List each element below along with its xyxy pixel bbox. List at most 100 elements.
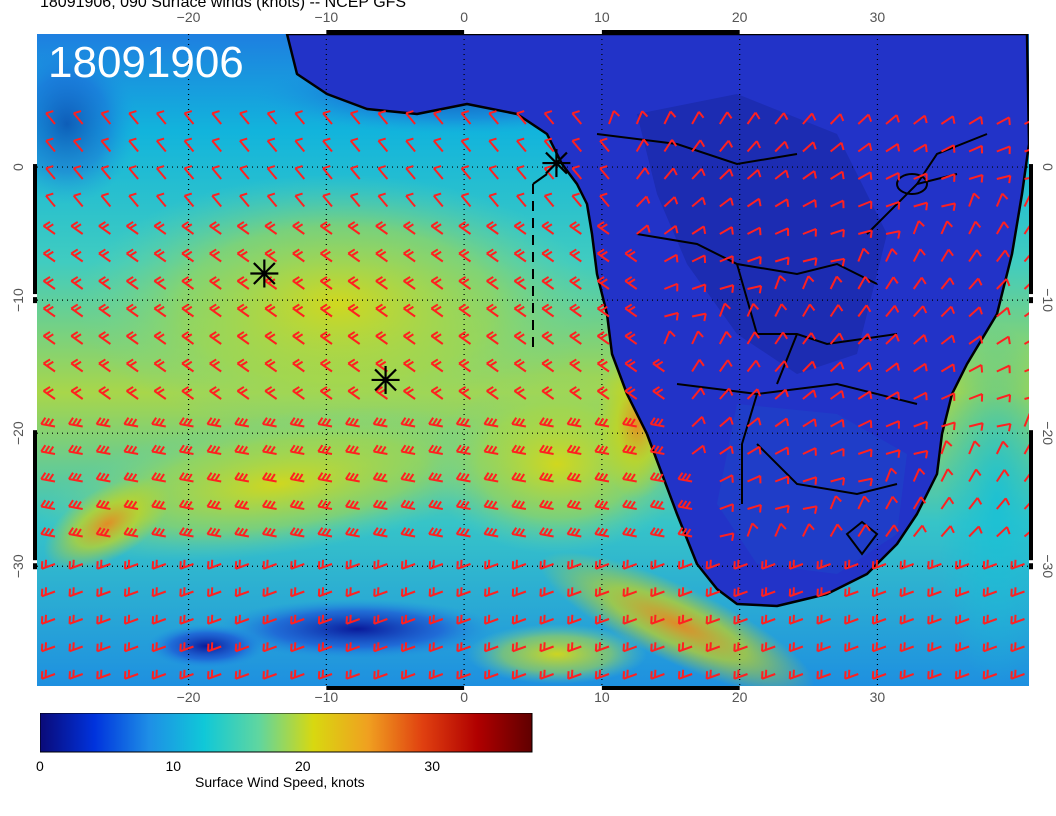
- wind-barb: [123, 499, 139, 510]
- wind-barb: [857, 448, 873, 458]
- wind-barb: [954, 559, 970, 570]
- wind-barb: [45, 192, 56, 208]
- wind-barb: [594, 499, 610, 510]
- wind-barb: [513, 358, 527, 373]
- wind-barb: [349, 110, 361, 125]
- wind-barb: [594, 614, 610, 625]
- wind-barb: [844, 642, 859, 653]
- wind-barb: [373, 669, 388, 680]
- wind-barb: [885, 496, 899, 510]
- wind-barb: [594, 472, 610, 483]
- wind-barb: [940, 525, 955, 538]
- wind-barb: [126, 276, 139, 290]
- wind-barb: [802, 112, 817, 125]
- wind-barb: [1024, 117, 1029, 126]
- wind-barb: [705, 587, 721, 598]
- wind-barb: [954, 614, 970, 625]
- wind-barb: [123, 587, 139, 598]
- wind-barb: [405, 165, 416, 180]
- wind-barb: [1010, 669, 1025, 680]
- wind-barb: [982, 642, 998, 653]
- wind-barb: [433, 137, 444, 153]
- lat-tick-label: −20: [1040, 421, 1056, 445]
- wind-barb: [650, 614, 665, 625]
- wind-barb: [458, 386, 472, 400]
- wind-barb: [995, 469, 1010, 483]
- wind-barb: [719, 255, 734, 264]
- wind-barb: [940, 334, 956, 345]
- axis-bar: [601, 30, 740, 34]
- wind-map: [37, 34, 1029, 686]
- axis-bar: [33, 297, 37, 304]
- wind-barb: [596, 221, 610, 235]
- wind-barb: [294, 137, 306, 153]
- wind-barb: [719, 226, 734, 235]
- wind-barb: [209, 248, 222, 263]
- wind-barb: [1024, 146, 1029, 155]
- wind-barb: [705, 642, 721, 653]
- wind-barb: [788, 614, 804, 625]
- wind-barb: [488, 110, 499, 125]
- wind-barb: [801, 275, 815, 290]
- wind-barb: [829, 141, 845, 153]
- wind-barb: [209, 358, 222, 373]
- wind-barb: [403, 276, 416, 290]
- wind-barb: [405, 137, 416, 153]
- wind-barb: [747, 503, 762, 513]
- wind-barb: [181, 221, 195, 235]
- wind-barb: [322, 110, 333, 125]
- storm-markers: [250, 149, 571, 394]
- wind-barb: [126, 221, 139, 235]
- wind-barb: [317, 472, 333, 483]
- wind-barb: [599, 137, 610, 153]
- axis-bar: [326, 30, 465, 34]
- wind-barb: [677, 559, 693, 570]
- wind-barb: [403, 386, 416, 400]
- wind-barb: [569, 331, 582, 345]
- wind-barb: [596, 386, 610, 400]
- wind-barb: [719, 139, 734, 153]
- wind-barb: [290, 642, 305, 653]
- wind-barb: [347, 221, 361, 235]
- lon-tick-label: 20: [732, 689, 748, 705]
- wind-barb: [747, 255, 762, 265]
- wind-barb: [456, 642, 471, 653]
- wind-barb: [746, 388, 762, 400]
- wind-barb: [95, 527, 111, 538]
- wind-barb: [345, 417, 360, 428]
- lat-tick-label: −30: [10, 554, 26, 578]
- wind-barb: [816, 669, 831, 680]
- wind-barb: [802, 332, 816, 345]
- wind-barb: [96, 614, 111, 625]
- wind-barb: [830, 257, 846, 267]
- wind-barb: [345, 472, 360, 483]
- wind-barbs: [40, 110, 1029, 680]
- wind-barb: [289, 527, 305, 538]
- wind-barb: [705, 614, 721, 625]
- axis-bar: [326, 686, 465, 690]
- wind-barb: [236, 358, 250, 373]
- wind-barb: [596, 331, 610, 345]
- wind-barb: [486, 276, 499, 290]
- wind-barb: [317, 642, 333, 653]
- wind-barb: [885, 333, 900, 345]
- wind-barb: [830, 476, 846, 486]
- wind-barb: [746, 197, 762, 208]
- wind-barb: [830, 447, 845, 457]
- wind-barb: [539, 642, 554, 653]
- wind-barb: [516, 137, 527, 153]
- wind-barb: [68, 527, 83, 538]
- wind-barb: [802, 447, 817, 456]
- wind-barb: [428, 472, 443, 483]
- wind-barb: [594, 527, 610, 538]
- wind-barb: [940, 363, 956, 373]
- wind-barb: [403, 303, 416, 318]
- wind-barb: [567, 642, 582, 653]
- wind-barb: [181, 303, 195, 318]
- wind-barb: [995, 440, 1009, 455]
- wind-barb: [178, 472, 194, 483]
- wind-barb: [543, 165, 555, 180]
- wind-barb: [802, 418, 817, 428]
- wind-barb: [373, 614, 388, 625]
- wind-barb: [733, 669, 748, 680]
